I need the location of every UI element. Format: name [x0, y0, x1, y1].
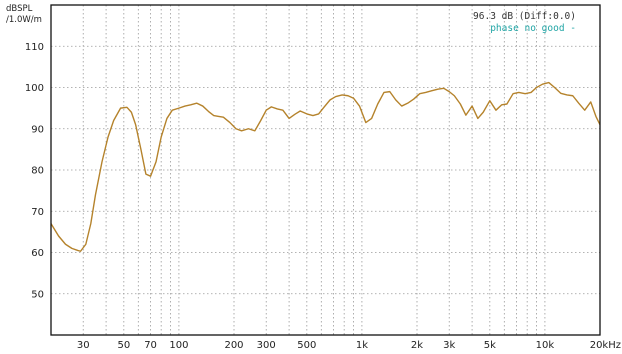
y-tick-label: 70 [31, 207, 44, 218]
x-tick-label: 20kHz [590, 340, 621, 351]
x-tick-label: 70 [144, 340, 157, 351]
horizontal-grid-lines [51, 45, 600, 295]
plot-border [50, 4, 601, 336]
x-tick-label: 1k [356, 340, 368, 351]
x-tick-label: 200 [224, 340, 243, 351]
x-tick-label: 300 [257, 340, 276, 351]
x-tick-label: 500 [297, 340, 316, 351]
y-tick-label: 110 [25, 42, 44, 53]
x-tick-label: 100 [169, 340, 188, 351]
vertical-grid-lines [82, 5, 546, 335]
y-tick-label: 80 [31, 166, 44, 177]
y-tick-label: 100 [25, 83, 44, 94]
y-tick-label: 60 [31, 248, 44, 259]
y-axis-subtitle: /1.0W/m [6, 15, 42, 25]
x-tick-label: 10k [536, 340, 555, 351]
x-tick-label: 2k [411, 340, 423, 351]
x-tick-label: 5k [484, 340, 496, 351]
spl-response-curve [50, 81, 601, 252]
y-tick-labels: 110 100 90 80 70 60 50 [25, 42, 44, 301]
x-tick-label: 30 [77, 340, 90, 351]
x-tick-label: 50 [117, 340, 130, 351]
y-axis-title: dBSPL [6, 4, 33, 14]
level-readout: 96.3 dB (Diff:0.0) [473, 11, 576, 22]
x-tick-label: 3k [443, 340, 455, 351]
x-tick-labels: 30 50 70 100 200 300 500 1k 2k 3k 5k 10k 20kHz [77, 340, 621, 351]
y-tick-label: 90 [31, 124, 44, 135]
y-tick-label: 50 [31, 289, 44, 300]
phase-status-readout: phase no good - [490, 23, 576, 34]
